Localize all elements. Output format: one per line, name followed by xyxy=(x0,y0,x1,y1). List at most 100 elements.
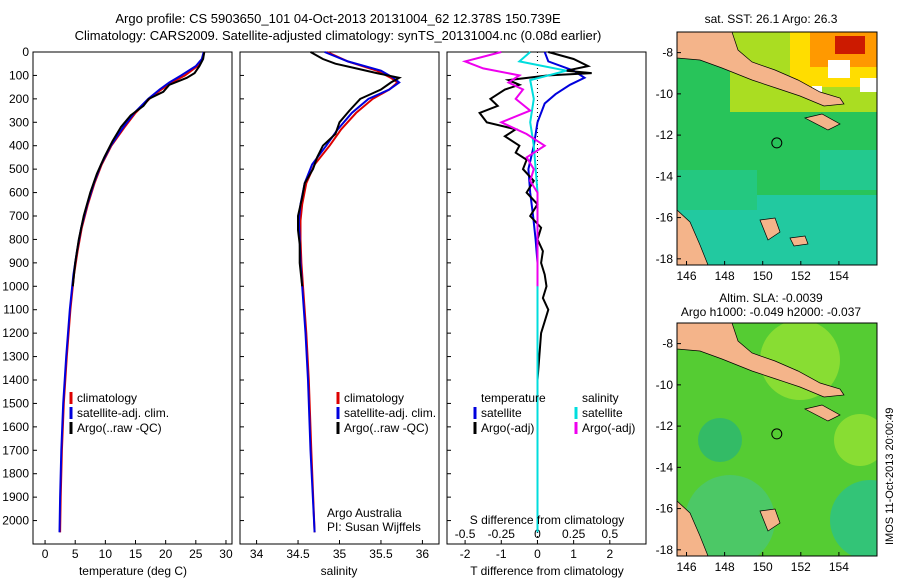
depth-tick-label: 700 xyxy=(9,209,29,223)
depth-tick-label: 1100 xyxy=(3,303,29,317)
map-lon-label: 152 xyxy=(791,560,811,574)
depth-tick-label: 1900 xyxy=(2,490,29,504)
depth-tick-label: 800 xyxy=(9,232,29,246)
imos-timestamp: IMOS 11-Oct-2013 20:00:49 xyxy=(884,408,896,545)
x-tick-label: 35 xyxy=(333,547,347,561)
sla-map xyxy=(677,323,877,556)
x-tick-label: 1 xyxy=(570,547,577,561)
x-tick-label: 25 xyxy=(189,547,203,561)
map-lat-label: -18 xyxy=(656,252,674,266)
series-line-s-argo-adj- xyxy=(461,51,547,287)
map-lon-label: 150 xyxy=(753,269,773,283)
argo-float-marker xyxy=(771,137,783,149)
map-lat-label: -8 xyxy=(662,337,673,351)
temperature-legend: climatology satellite-adj. clim. Argo(..… xyxy=(69,391,169,435)
salinity-legend: climatology satellite-adj. clim. Argo(..… xyxy=(336,391,436,435)
map-lat-label: -14 xyxy=(656,169,674,183)
depth-axis: 0 100 200 300 400 500 600 700 800 900 1000 1100 1200… xyxy=(2,45,37,528)
depth-tick-label: 1300 xyxy=(2,350,29,364)
map-lat-label: -14 xyxy=(656,460,674,474)
sst-hot-patch xyxy=(835,36,865,54)
map-lon-label: 154 xyxy=(829,560,849,574)
sst-island xyxy=(804,113,841,131)
s-tick-label: -0.25 xyxy=(488,527,516,541)
depth-tick-label: 1600 xyxy=(2,420,29,434)
difference-legend: temperature salinity satellite Argo(-adj… xyxy=(473,391,635,435)
map-lon-label: 148 xyxy=(715,560,735,574)
sst-island xyxy=(759,217,781,241)
s-tick-label: 0.25 xyxy=(562,527,586,541)
depth-tick-label: 200 xyxy=(9,92,29,106)
sst-australia-coast xyxy=(677,209,709,265)
x-tick-label: 20 xyxy=(159,547,173,561)
map-lon-label: 150 xyxy=(753,560,773,574)
sla-map-axes: 146 148 150 152 154 -8 -10 -12 -14 -16 -18 xyxy=(656,337,850,574)
sla-low-blob xyxy=(698,418,742,462)
series-line-climatology xyxy=(299,51,400,533)
depth-tick-label: 400 xyxy=(9,139,29,153)
map-lat-label: -12 xyxy=(656,128,674,142)
legend-label-s-argo: Argo(-adj) xyxy=(582,421,635,435)
depth-tick-label: 100 xyxy=(9,68,29,82)
map-lat-label: -10 xyxy=(656,87,674,101)
depth-tick-label: 1400 xyxy=(2,373,29,387)
argo-float-marker xyxy=(771,428,783,440)
legend-label-argo: Argo(..raw -QC) xyxy=(77,421,162,435)
series-line-argo-raw-qc- xyxy=(71,51,206,287)
legend-salinity-heading: salinity xyxy=(582,391,619,405)
x-tick-label: 0 xyxy=(534,547,541,561)
depth-tick-label: 1500 xyxy=(2,396,29,410)
depth-tick-label: 1000 xyxy=(2,279,29,293)
x-tick-label: -1 xyxy=(496,547,507,561)
map-lon-label: 152 xyxy=(791,269,811,283)
legend-label-argo: Argo(..raw -QC) xyxy=(344,421,429,435)
institution-label: Argo Australia xyxy=(327,506,402,520)
legend-temperature-heading: temperature xyxy=(481,391,546,405)
depth-tick-label: 2000 xyxy=(2,514,29,528)
x-tick-label: 2 xyxy=(606,547,613,561)
sla-low-blob xyxy=(830,480,877,556)
temperature-series xyxy=(58,51,206,533)
depth-tick-label: 300 xyxy=(9,115,29,129)
sla-island xyxy=(759,508,781,532)
sst-map xyxy=(677,32,877,265)
series-line-satellite-adj-clim- xyxy=(297,51,401,533)
sla-map-subtitle: Argo h1000: -0.049 h2000: -0.037 xyxy=(681,305,861,319)
series-line-argo-raw-qc- xyxy=(297,51,402,287)
temperature-x-axis: 0 5 10 15 20 25 30 xyxy=(42,540,233,561)
sla-high-blob xyxy=(760,323,840,400)
depth-tick-label: 1200 xyxy=(2,326,29,340)
x-tick-label: 5 xyxy=(72,547,79,561)
x-tick-label: 36 xyxy=(416,547,430,561)
x-tick-label: 35.5 xyxy=(369,547,393,561)
sst-cool-region xyxy=(677,170,757,210)
sla-map-frame xyxy=(676,322,878,557)
depth-tick-label: 1700 xyxy=(2,443,29,457)
difference-panel xyxy=(446,51,647,545)
map-lat-label: -16 xyxy=(656,211,674,225)
depth-tick-label: 500 xyxy=(9,162,29,176)
legend-label-climatology: climatology xyxy=(344,391,404,405)
sla-island xyxy=(804,404,841,422)
figure-title-line2: Climatology: CARS2009. Satellite-adjuste… xyxy=(75,28,602,43)
map-lat-label: -10 xyxy=(656,378,674,392)
salinity-x-axis: 34 34.5 35 35.5 36 xyxy=(240,51,430,561)
sla-australia-coast xyxy=(677,500,709,556)
sst-cloud-gap xyxy=(828,60,850,78)
map-lon-label: 148 xyxy=(715,269,735,283)
legend-label-t-argo: Argo(-adj) xyxy=(481,421,534,435)
x-tick-label: 34.5 xyxy=(286,547,310,561)
depth-tick-label: 0 xyxy=(22,45,29,59)
s-difference-axis-label: S difference from climatology xyxy=(470,513,625,527)
x-tick-label: 0 xyxy=(42,547,49,561)
t-difference-axis-label: T difference from climatology xyxy=(470,564,624,578)
salinity-axis-label: salinity xyxy=(321,564,358,578)
depth-tick-label: 1800 xyxy=(2,467,29,481)
sst-cloud-gap xyxy=(860,78,877,92)
sla-low-blob xyxy=(685,475,775,556)
series-line-t-argo-adj- xyxy=(477,51,592,533)
sst-map-frame xyxy=(676,31,878,266)
x-tick-label: 10 xyxy=(99,547,113,561)
legend-label-satellite: satellite-adj. clim. xyxy=(77,406,169,420)
